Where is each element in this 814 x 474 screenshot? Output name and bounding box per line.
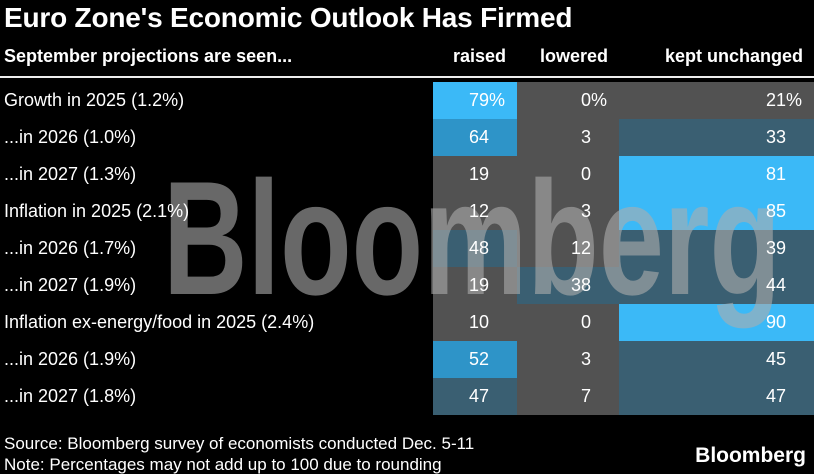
value-cell: 3 xyxy=(517,119,619,156)
value-cell: 47 xyxy=(619,378,814,415)
column-header-lowered: lowered xyxy=(539,45,608,66)
value-cell: 12 xyxy=(517,230,619,267)
row-label: Growth in 2025 (1.2%) xyxy=(0,82,433,119)
row-label: ...in 2026 (1.9%) xyxy=(0,341,433,378)
table-row: ...in 2027 (1.9%) 19 38 44 xyxy=(0,267,814,304)
column-header-kept-unchanged: kept unchanged xyxy=(664,45,803,66)
table-row: Growth in 2025 (1.2%) 79% 0% 21% xyxy=(0,82,814,119)
value-cell: 44 xyxy=(619,267,814,304)
value-cell: 19 xyxy=(433,156,517,193)
row-label: ...in 2027 (1.3%) xyxy=(0,156,433,193)
table-row: ...in 2026 (1.7%) 48 12 39 xyxy=(0,230,814,267)
value-cell: 3 xyxy=(517,341,619,378)
value-cell: 45 xyxy=(619,341,814,378)
value-cell: 85 xyxy=(619,193,814,230)
bloomberg-logo: Bloomberg xyxy=(695,444,806,467)
value-cell: 21% xyxy=(619,82,814,119)
row-label: ...in 2027 (1.9%) xyxy=(0,267,433,304)
value-cell: 81 xyxy=(619,156,814,193)
value-cell: 38 xyxy=(517,267,619,304)
table-row: ...in 2026 (1.0%) 64 3 33 xyxy=(0,119,814,156)
row-label: ...in 2026 (1.0%) xyxy=(0,119,433,156)
value-cell: 48 xyxy=(433,230,517,267)
table-row: Inflation ex-energy/food in 2025 (2.4%) 1… xyxy=(0,304,814,341)
value-cell: 47 xyxy=(433,378,517,415)
row-label: Inflation in 2025 (2.1%) xyxy=(0,193,433,230)
row-label: ...in 2027 (1.8%) xyxy=(0,378,433,415)
value-cell: 10 xyxy=(433,304,517,341)
header-divider xyxy=(0,76,814,78)
column-header-raised: raised xyxy=(452,45,506,66)
table-row: ...in 2026 (1.9%) 52 3 45 xyxy=(0,341,814,378)
row-label: Inflation ex-energy/food in 2025 (2.4%) xyxy=(0,304,433,341)
table-row: Inflation in 2025 (2.1%) 12 3 85 xyxy=(0,193,814,230)
value-cell: 0 xyxy=(517,304,619,341)
heatmap-table: Growth in 2025 (1.2%) 79% 0% 21% ...in 2026 … xyxy=(0,82,814,415)
value-cell: 7 xyxy=(517,378,619,415)
value-cell: 19 xyxy=(433,267,517,304)
value-cell: 12 xyxy=(433,193,517,230)
value-cell: 64 xyxy=(433,119,517,156)
value-cell: 79% xyxy=(433,82,517,119)
table-row: ...in 2027 (1.3%) 19 0 81 xyxy=(0,156,814,193)
value-cell: 33 xyxy=(619,119,814,156)
row-label: ...in 2026 (1.7%) xyxy=(0,230,433,267)
note-text: Note: Percentages may not add up to 100 … xyxy=(4,455,442,474)
source-text: Source: Bloomberg survey of economists c… xyxy=(4,434,475,453)
value-cell: 52 xyxy=(433,341,517,378)
column-header-row: September projections are seen... raised… xyxy=(0,44,814,68)
value-cell: 39 xyxy=(619,230,814,267)
value-cell: 0% xyxy=(517,82,619,119)
value-cell: 3 xyxy=(517,193,619,230)
chart-title: Euro Zone's Economic Outlook Has Firmed xyxy=(4,2,573,33)
table-row: ...in 2027 (1.8%) 47 7 47 xyxy=(0,378,814,415)
value-cell: 90 xyxy=(619,304,814,341)
value-cell: 0 xyxy=(517,156,619,193)
subhead-label: September projections are seen... xyxy=(4,45,293,66)
